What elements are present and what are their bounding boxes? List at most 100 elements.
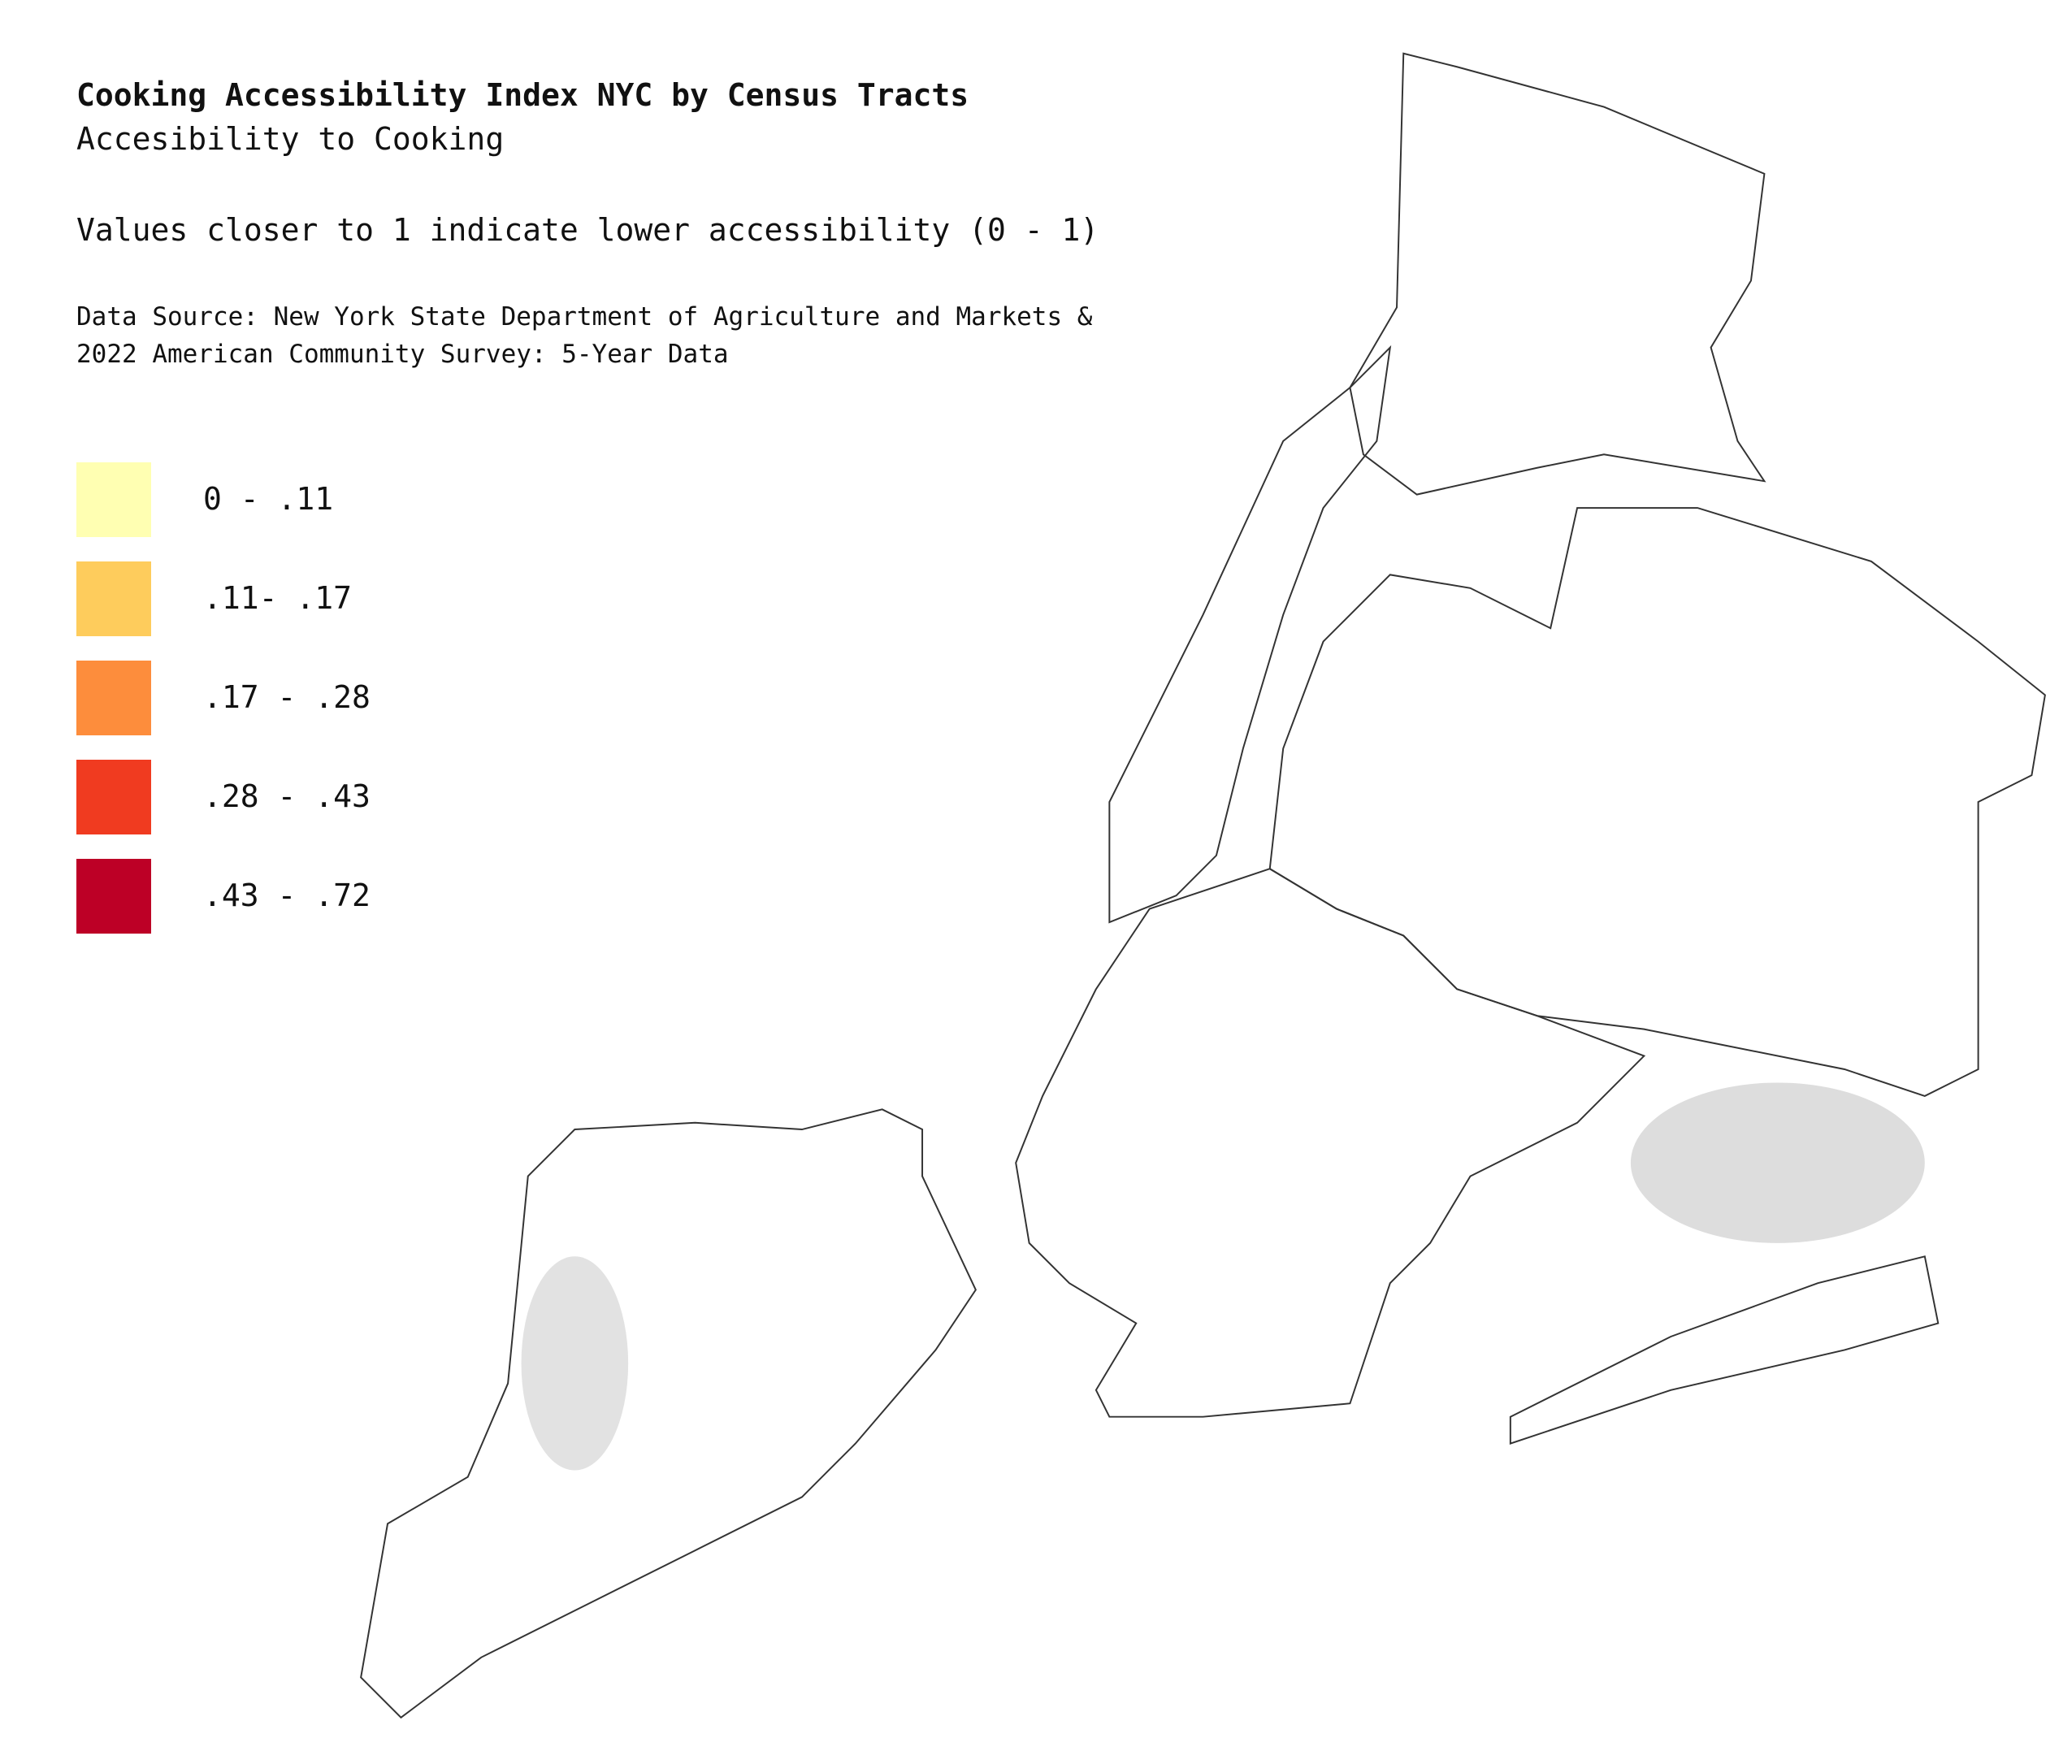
tract bbox=[1320, 167, 1342, 192]
tract bbox=[1125, 1346, 1160, 1371]
tract bbox=[1923, 47, 1937, 72]
tract bbox=[1216, 1154, 1250, 1178]
tract bbox=[1117, 1418, 1136, 1442]
tract bbox=[1236, 576, 1256, 600]
tract bbox=[1127, 1250, 1149, 1274]
tract bbox=[1324, 1515, 1361, 1539]
tract bbox=[1036, 408, 1073, 432]
tract bbox=[1013, 889, 1046, 913]
tract bbox=[907, 119, 930, 143]
tract bbox=[1447, 1370, 1482, 1394]
tract bbox=[1962, 288, 1995, 312]
tract bbox=[1792, 552, 1812, 576]
tract bbox=[855, 528, 873, 553]
tract bbox=[660, 263, 687, 288]
tract bbox=[810, 769, 835, 793]
tract bbox=[1394, 47, 1422, 72]
tract bbox=[634, 600, 669, 625]
tract bbox=[804, 1394, 860, 1442]
tract bbox=[2012, 215, 2048, 240]
tract bbox=[1762, 1707, 1782, 1731]
tract bbox=[1822, 215, 1844, 240]
tract bbox=[1435, 191, 1465, 215]
tract bbox=[1960, 913, 1990, 938]
tract bbox=[1097, 841, 1111, 865]
tract bbox=[772, 167, 799, 192]
tract bbox=[1106, 336, 1125, 360]
tract bbox=[1459, 1538, 1481, 1562]
tract bbox=[1194, 1538, 1209, 1562]
tract bbox=[1999, 336, 2032, 360]
tract bbox=[1631, 47, 1666, 72]
tract bbox=[1910, 937, 1942, 961]
tract bbox=[531, 263, 566, 288]
tract bbox=[1811, 1562, 1831, 1587]
tract bbox=[1408, 1442, 1445, 1467]
tract bbox=[1685, 360, 1719, 384]
tract bbox=[1108, 240, 1130, 264]
tract bbox=[1356, 528, 1378, 553]
tract bbox=[1166, 552, 1203, 576]
tract bbox=[1284, 288, 1303, 312]
tract bbox=[1900, 1346, 1930, 1371]
tract bbox=[1456, 119, 1489, 143]
tract bbox=[1204, 1009, 1239, 1034]
tract bbox=[1671, 1274, 1707, 1298]
tract bbox=[743, 913, 778, 938]
tract bbox=[1011, 865, 1047, 889]
tract bbox=[1561, 240, 1588, 264]
tract bbox=[1299, 985, 1316, 1009]
tract bbox=[1693, 1346, 1728, 1371]
tract bbox=[413, 769, 440, 793]
tract bbox=[1121, 1129, 1135, 1154]
tract bbox=[1834, 1515, 1848, 1539]
tract bbox=[1957, 1418, 1992, 1442]
tract bbox=[634, 624, 650, 648]
tract bbox=[1962, 600, 1995, 625]
tract bbox=[495, 648, 509, 673]
tract bbox=[1737, 1562, 1753, 1587]
tract bbox=[1682, 913, 1707, 938]
tract bbox=[1612, 1346, 1628, 1371]
tract bbox=[1282, 1467, 1316, 1491]
tract bbox=[1798, 1250, 1818, 1274]
tract bbox=[453, 408, 487, 432]
tract bbox=[480, 744, 509, 769]
tract bbox=[2058, 119, 2072, 143]
tract bbox=[1851, 336, 1865, 360]
tract bbox=[1216, 1057, 1233, 1081]
tract bbox=[1846, 1635, 1870, 1659]
tract bbox=[1069, 1129, 1094, 1154]
tract bbox=[1688, 648, 1713, 673]
tract bbox=[1539, 865, 1557, 889]
tract bbox=[354, 841, 388, 865]
tract bbox=[1158, 263, 1188, 288]
tract bbox=[1549, 1538, 1566, 1562]
tract bbox=[405, 600, 440, 625]
tract bbox=[1566, 311, 1589, 336]
tract bbox=[1307, 721, 1334, 745]
tract bbox=[1154, 1562, 1175, 1587]
tract bbox=[1580, 696, 1607, 721]
tract bbox=[1088, 552, 1125, 576]
tract bbox=[2022, 1587, 2042, 1611]
tract bbox=[1754, 793, 1791, 817]
tract bbox=[2009, 961, 2039, 986]
tract bbox=[1841, 769, 1874, 793]
tract bbox=[1229, 119, 1263, 143]
tract bbox=[1337, 552, 1357, 576]
tract bbox=[792, 119, 810, 143]
tract bbox=[674, 1034, 699, 1058]
tract bbox=[1314, 1226, 1343, 1250]
tract bbox=[1807, 167, 1823, 192]
tract bbox=[1210, 1538, 1242, 1562]
tract bbox=[1990, 1081, 2005, 1106]
tract bbox=[1783, 504, 1815, 528]
tract bbox=[1034, 263, 1060, 288]
tract bbox=[1037, 576, 1062, 600]
tract bbox=[518, 817, 545, 841]
tract bbox=[1219, 1177, 1246, 1202]
tract bbox=[404, 793, 434, 817]
tract bbox=[1664, 71, 1697, 95]
tract bbox=[1997, 47, 2024, 72]
